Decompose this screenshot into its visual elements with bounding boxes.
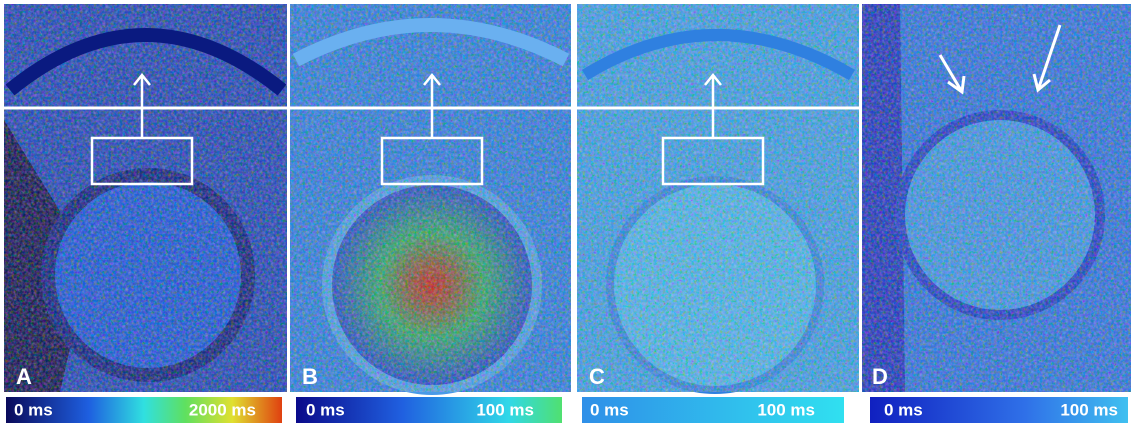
texture (862, 4, 1131, 392)
colorbar-min: 0 ms (884, 400, 923, 419)
panel-a: A (4, 4, 287, 392)
panel-label: B (302, 364, 318, 389)
colorbar-max: 100 ms (1060, 400, 1118, 419)
panel-d: D (862, 4, 1131, 392)
panel-label: C (589, 364, 605, 389)
figure: A B C D 0 ms 2000 ms 0 ms 100 m (0, 0, 1135, 425)
colorbar-a: 0 ms 2000 ms (6, 397, 282, 423)
colorbar-max: 100 ms (476, 400, 534, 419)
colorbar-min: 0 ms (14, 400, 53, 419)
panel-label: D (872, 364, 888, 389)
texture (290, 4, 571, 392)
panel-b: B (290, 4, 571, 392)
panel-label: A (16, 364, 32, 389)
colorbar-min: 0 ms (306, 400, 345, 419)
colorbar-c: 0 ms 100 ms (582, 397, 844, 423)
panel-c: C (577, 4, 859, 392)
colorbar-max: 2000 ms (189, 400, 256, 419)
colorbar-max: 100 ms (757, 400, 815, 419)
colorbar-d: 0 ms 100 ms (870, 397, 1128, 423)
colorbar-b: 0 ms 100 ms (296, 397, 562, 423)
colorbar-min: 0 ms (590, 400, 629, 419)
